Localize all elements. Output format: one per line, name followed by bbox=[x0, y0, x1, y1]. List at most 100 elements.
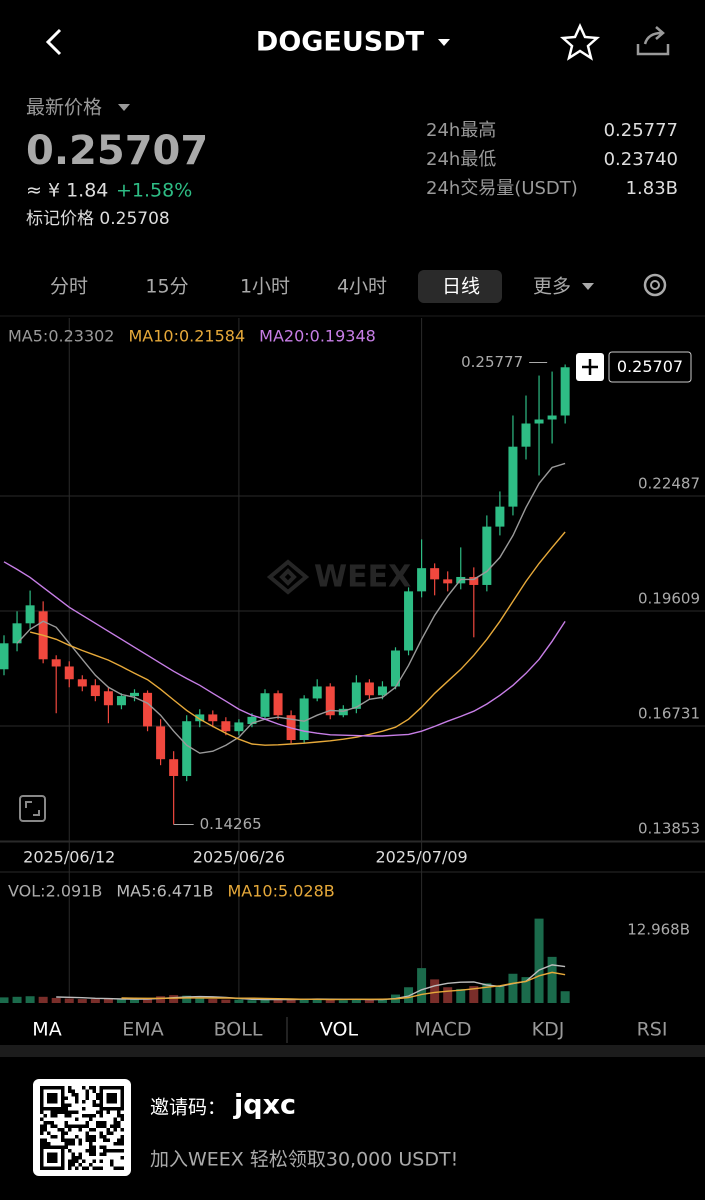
qr-cell bbox=[106, 1110, 110, 1114]
price-change: +1.58% bbox=[116, 180, 192, 202]
candle-body bbox=[116, 696, 126, 706]
qr-cell bbox=[110, 1159, 114, 1163]
qr-cell bbox=[40, 1124, 44, 1128]
qr-cell bbox=[120, 1117, 124, 1121]
qr-cell bbox=[117, 1142, 121, 1146]
qr-cell bbox=[99, 1131, 103, 1135]
volume-bar bbox=[338, 1000, 348, 1003]
qr-cell bbox=[113, 1124, 117, 1128]
qr-cell bbox=[64, 1124, 68, 1128]
qr-cell bbox=[99, 1121, 103, 1125]
qr-cell bbox=[92, 1145, 96, 1149]
candle-body bbox=[169, 759, 179, 776]
qr-cell bbox=[113, 1142, 117, 1146]
candle-body bbox=[377, 686, 387, 696]
volume-bar bbox=[325, 999, 335, 1003]
qr-cell bbox=[96, 1096, 100, 1100]
pair-caret[interactable] bbox=[438, 39, 450, 46]
qr-cell bbox=[117, 1114, 121, 1118]
tab-selected-bg bbox=[418, 270, 502, 303]
qr-cell bbox=[117, 1149, 121, 1153]
qr-cell bbox=[71, 1089, 75, 1093]
qr-cell bbox=[75, 1156, 79, 1160]
tab[interactable]: 更多 bbox=[533, 276, 571, 298]
tab[interactable]: 1小时 bbox=[240, 276, 290, 298]
indicator-tab[interactable]: RSI bbox=[637, 1019, 668, 1041]
stat-value: 0.25777 bbox=[604, 120, 678, 141]
tab-active[interactable]: 日线 bbox=[442, 276, 480, 298]
volume-bar bbox=[143, 997, 153, 1003]
stat-value: 0.23740 bbox=[604, 149, 678, 170]
volume-bar bbox=[130, 999, 139, 1003]
qr-cell bbox=[75, 1096, 79, 1100]
qr-cell bbox=[106, 1131, 110, 1135]
qr-cell bbox=[64, 1142, 68, 1146]
add-plus bbox=[582, 359, 598, 375]
qr-cell bbox=[82, 1107, 86, 1111]
qr-finder bbox=[40, 1086, 65, 1111]
tab[interactable]: 分时 bbox=[50, 276, 88, 298]
candle-body bbox=[508, 446, 518, 507]
qr-cell bbox=[40, 1117, 44, 1121]
indicator-tab[interactable]: BOLL bbox=[214, 1019, 263, 1041]
expand-box bbox=[19, 795, 46, 822]
qr-cell bbox=[99, 1135, 103, 1139]
price-caret[interactable] bbox=[118, 104, 130, 111]
last-price: 0.25707 bbox=[26, 128, 208, 174]
candle-body bbox=[260, 693, 270, 717]
qr-cell bbox=[103, 1145, 107, 1149]
qr-cell bbox=[43, 1114, 47, 1118]
qr-cell bbox=[64, 1096, 68, 1100]
volume-bar bbox=[247, 1000, 257, 1003]
last-price-label: 0.25707 bbox=[617, 357, 683, 376]
candle-body bbox=[469, 576, 479, 585]
qr-cell bbox=[99, 1166, 103, 1170]
qr-cell bbox=[85, 1124, 89, 1128]
settings-icon[interactable] bbox=[643, 273, 667, 297]
expand-icon[interactable] bbox=[19, 795, 46, 822]
qr-cell bbox=[85, 1149, 89, 1153]
pair-title[interactable]: DOGEUSDT bbox=[256, 27, 425, 58]
qr-cell bbox=[64, 1114, 68, 1118]
qr-cell bbox=[106, 1149, 110, 1153]
qr-cell bbox=[99, 1159, 103, 1163]
qr-cell bbox=[85, 1093, 89, 1097]
candle-body bbox=[482, 526, 492, 585]
qr-cell bbox=[78, 1124, 82, 1128]
qr-cell bbox=[117, 1166, 121, 1170]
mark-price: 标记价格 0.25708 bbox=[26, 209, 170, 229]
tab[interactable]: 4小时 bbox=[337, 276, 387, 298]
qr-cell bbox=[103, 1138, 107, 1142]
qr-cell bbox=[103, 1149, 107, 1153]
candle-body bbox=[338, 708, 348, 716]
indicator-tab[interactable]: MACD bbox=[415, 1019, 472, 1041]
indicator-tab[interactable]: KDJ bbox=[532, 1019, 565, 1041]
qr-cell bbox=[113, 1117, 117, 1121]
qr-cell bbox=[103, 1124, 107, 1128]
qr-finder-core bbox=[106, 1093, 117, 1104]
more-caret[interactable] bbox=[582, 283, 594, 290]
candle-body bbox=[351, 682, 361, 709]
qr-cell bbox=[89, 1114, 93, 1118]
candle-body bbox=[64, 666, 74, 680]
candle-body bbox=[182, 721, 192, 776]
price-label: 最新价格 bbox=[26, 97, 102, 119]
indicator-tab[interactable]: MA bbox=[32, 1019, 61, 1041]
qr-cell bbox=[75, 1100, 79, 1104]
qr-cell bbox=[103, 1152, 107, 1156]
qr-cell bbox=[71, 1124, 75, 1128]
qr-cell bbox=[96, 1121, 100, 1125]
legend-label: MA10:5.028B bbox=[227, 882, 334, 901]
share-icon[interactable] bbox=[636, 26, 670, 56]
candle-body bbox=[534, 419, 544, 424]
favorite-icon[interactable] bbox=[559, 22, 601, 61]
indicator-tab[interactable]: EMA bbox=[122, 1019, 163, 1041]
tab[interactable]: 15分 bbox=[145, 276, 188, 298]
qr-cell bbox=[64, 1138, 68, 1142]
back-button[interactable] bbox=[45, 28, 62, 56]
volume-bar bbox=[90, 999, 100, 1003]
indicator-tab[interactable]: VOL bbox=[320, 1019, 359, 1041]
candle-body bbox=[130, 692, 139, 697]
qr-cell bbox=[71, 1159, 75, 1163]
candle-body bbox=[195, 714, 205, 722]
